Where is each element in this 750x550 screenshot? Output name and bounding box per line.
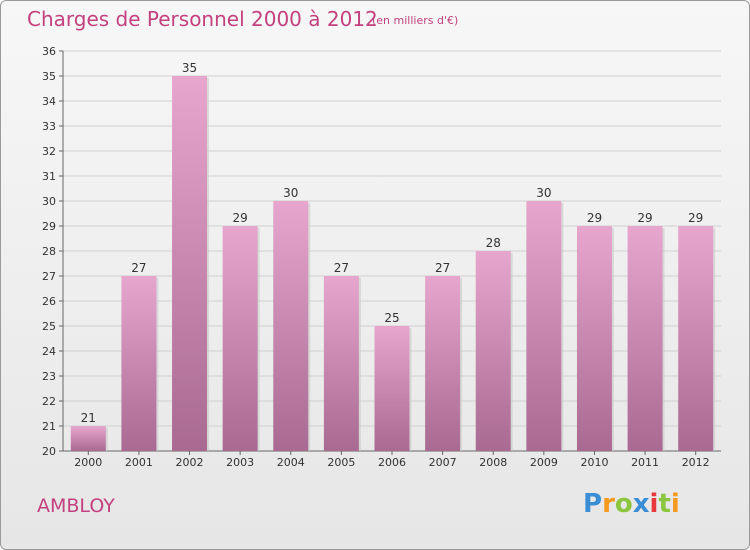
bars bbox=[70, 76, 716, 451]
bar-2004 bbox=[273, 201, 309, 451]
commune-name: AMBLOY bbox=[37, 495, 115, 517]
value-label-2011: 29 bbox=[637, 211, 652, 225]
bar-2003 bbox=[222, 226, 258, 451]
y-tick-label: 24 bbox=[42, 345, 56, 358]
y-tick-label: 21 bbox=[42, 420, 56, 433]
y-tick-label: 30 bbox=[42, 195, 56, 208]
x-tick-label-2009: 2009 bbox=[530, 456, 558, 469]
value-label-2002: 35 bbox=[182, 61, 197, 75]
y-tick-label: 25 bbox=[42, 320, 56, 333]
bar-2006 bbox=[374, 326, 410, 451]
value-label-2001: 27 bbox=[131, 261, 146, 275]
bar-2001 bbox=[121, 276, 157, 451]
x-tick-label-2004: 2004 bbox=[277, 456, 305, 469]
bar-2002 bbox=[172, 76, 208, 451]
value-label-2004: 30 bbox=[283, 186, 298, 200]
bar-2008 bbox=[475, 251, 511, 451]
bar-2007 bbox=[425, 276, 461, 451]
value-label-2009: 30 bbox=[536, 186, 551, 200]
bar-2010 bbox=[576, 226, 612, 451]
y-tick-label: 35 bbox=[42, 70, 56, 83]
x-tick-label-2002: 2002 bbox=[176, 456, 204, 469]
value-label-2010: 29 bbox=[587, 211, 602, 225]
x-tick-label-2010: 2010 bbox=[580, 456, 608, 469]
bar-2011 bbox=[627, 226, 663, 451]
x-tick-label-2011: 2011 bbox=[631, 456, 659, 469]
x-tick-label-2007: 2007 bbox=[429, 456, 457, 469]
y-tick-label: 20 bbox=[42, 445, 56, 458]
y-tick-label: 34 bbox=[42, 95, 56, 108]
y-tick-label: 27 bbox=[42, 270, 56, 283]
value-label-2006: 25 bbox=[384, 311, 399, 325]
value-label-2003: 29 bbox=[233, 211, 248, 225]
x-tick-label-2000: 2000 bbox=[74, 456, 102, 469]
y-tick-label: 36 bbox=[42, 45, 56, 58]
x-tick-label-2012: 2012 bbox=[682, 456, 710, 469]
value-label-2005: 27 bbox=[334, 261, 349, 275]
x-tick-label-2005: 2005 bbox=[327, 456, 355, 469]
x-tick-label-2008: 2008 bbox=[479, 456, 507, 469]
y-tick-label: 23 bbox=[42, 370, 56, 383]
chart-unit-note: (en milliers d'€) bbox=[372, 14, 459, 27]
bar-2000 bbox=[70, 426, 106, 451]
bar-2009 bbox=[526, 201, 562, 451]
y-tick-label: 31 bbox=[42, 170, 56, 183]
y-tick-label: 28 bbox=[42, 245, 56, 258]
x-tick-label-2006: 2006 bbox=[378, 456, 406, 469]
bar-2012 bbox=[678, 226, 714, 451]
y-tick-label: 22 bbox=[42, 395, 56, 408]
value-label-2008: 28 bbox=[486, 236, 501, 250]
y-tick-label: 33 bbox=[42, 120, 56, 133]
value-label-2012: 29 bbox=[688, 211, 703, 225]
value-label-2000: 21 bbox=[81, 411, 96, 425]
y-tick-label: 32 bbox=[42, 145, 56, 158]
x-tick-label-2001: 2001 bbox=[125, 456, 153, 469]
x-tick-label-2003: 2003 bbox=[226, 456, 254, 469]
value-labels: 21 27 35 29 30 27 25 27 28 30 29 29 29 bbox=[81, 61, 704, 425]
y-tick-label: 29 bbox=[42, 220, 56, 233]
bar-2005 bbox=[323, 276, 359, 451]
proxiti-logo[interactable]: Proxiti bbox=[583, 489, 680, 519]
chart-title: Charges de Personnel 2000 à 2012 bbox=[27, 7, 378, 31]
y-tick-label: 26 bbox=[42, 295, 56, 308]
value-label-2007: 27 bbox=[435, 261, 450, 275]
